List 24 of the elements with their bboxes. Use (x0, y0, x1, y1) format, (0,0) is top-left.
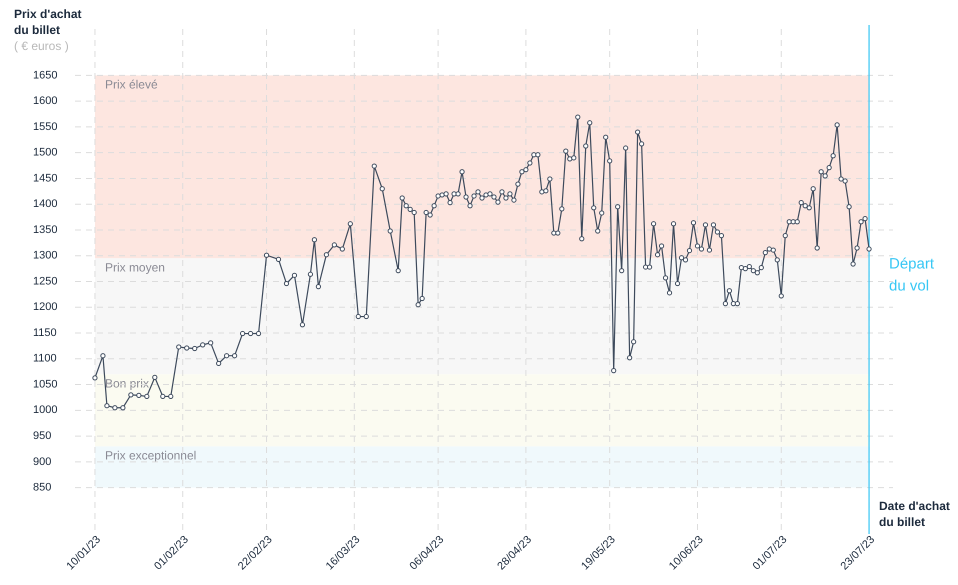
y-tick-label: 1550 (33, 120, 58, 133)
y-tick-label: 1050 (33, 378, 58, 390)
y-tick-label: 1350 (33, 224, 58, 236)
y-tick-label: 1100 (33, 352, 57, 365)
y-tick-label: 1500 (33, 146, 58, 159)
y-tick-label: 900 (33, 456, 52, 468)
y-axis-title: Prix d'achat du billet (14, 7, 82, 37)
ref-line-label: Départ du vol (889, 256, 935, 295)
y-tick-label: 1000 (33, 404, 58, 416)
band-label: Prix exceptionnel (104, 448, 196, 462)
y-tick-label: 1250 (33, 275, 58, 288)
y-tick-label: 1650 (33, 69, 58, 82)
y-tick-label: 950 (33, 430, 52, 442)
y-tick-label: 1150 (33, 326, 57, 339)
y-tick-label: 1200 (33, 301, 58, 314)
text: ( € euros ) (14, 39, 69, 53)
x-axis-title: Date d'achat du billet (879, 499, 950, 529)
y-tick-label: 1600 (33, 95, 58, 108)
y-tick-label: 1400 (33, 198, 58, 210)
band-label: Prix élevé (104, 77, 158, 92)
y-tick-label: 1300 (33, 250, 58, 262)
y-tick-label: 850 (33, 482, 52, 494)
y-tick-label: 1450 (33, 172, 58, 184)
band-label: Prix moyen (104, 260, 165, 274)
